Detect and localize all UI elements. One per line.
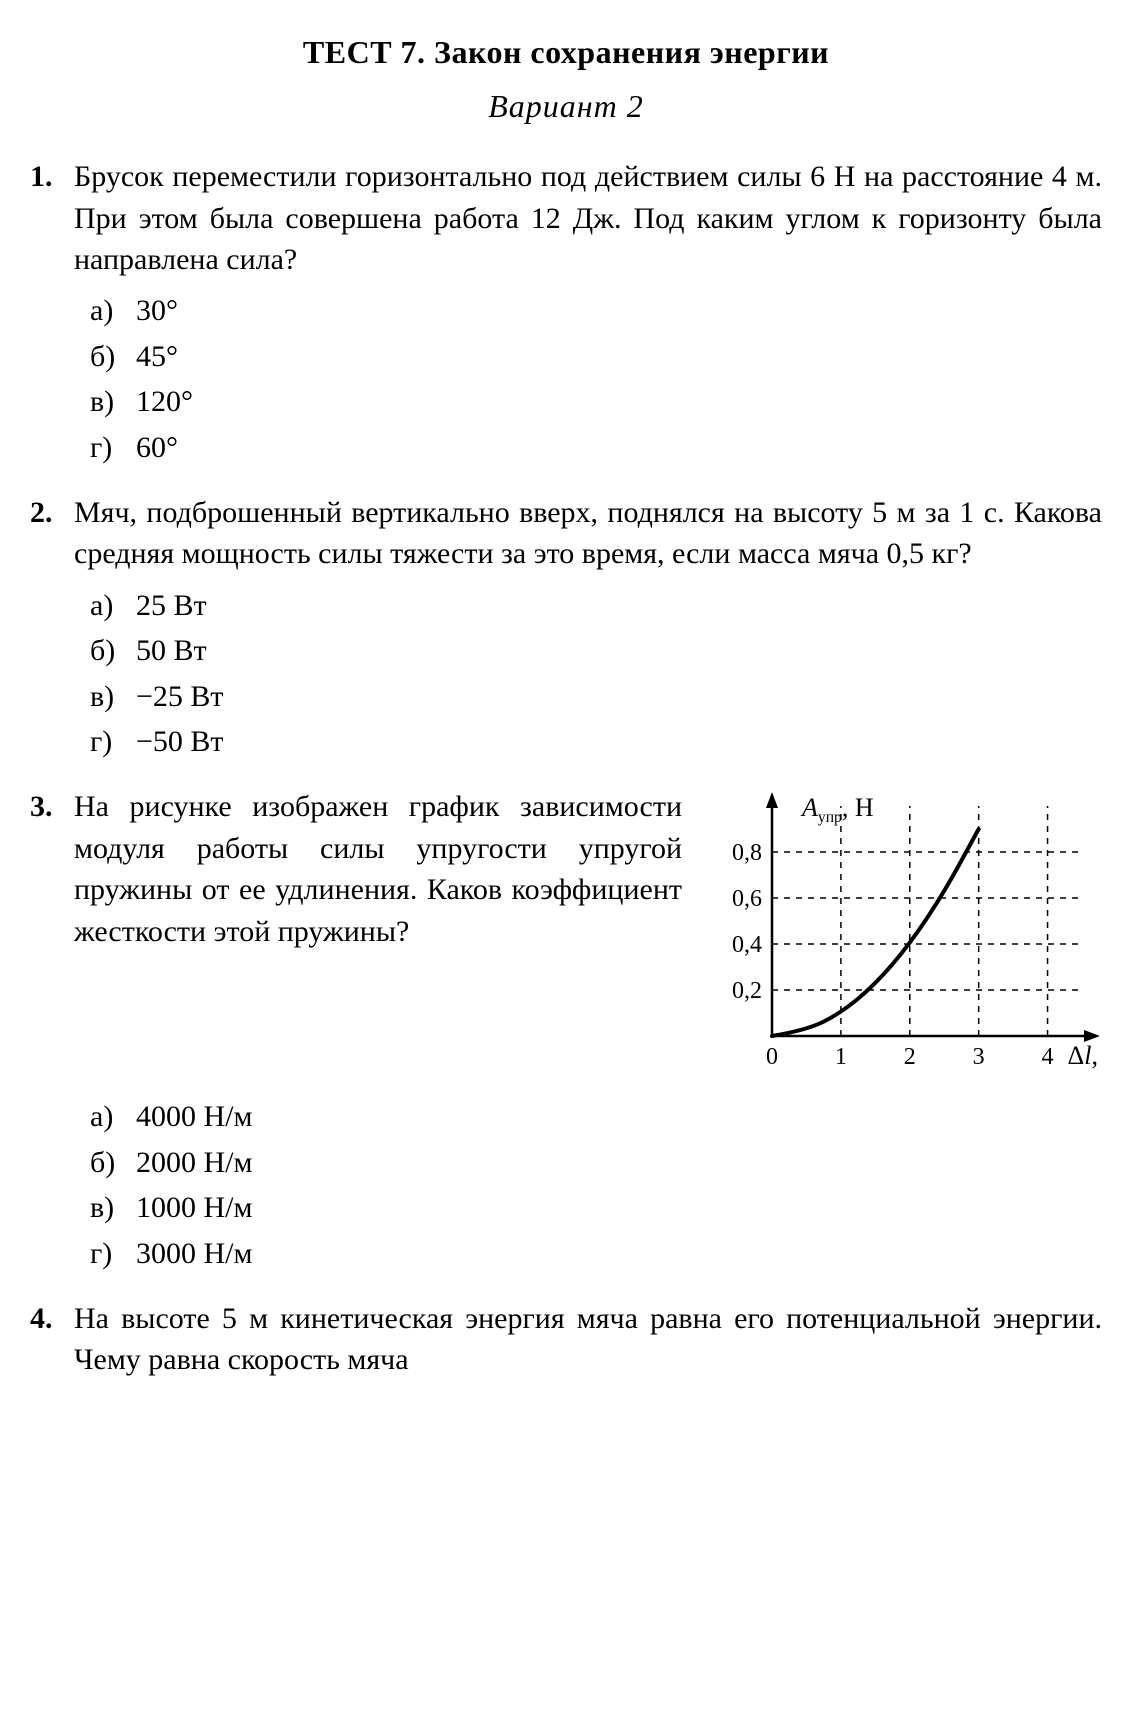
option-a: а) 30° (90, 290, 1102, 331)
page-title: ТЕСТ 7. Закон сохранения энергии (30, 30, 1102, 74)
option-b: б) 45° (90, 336, 1102, 377)
svg-text:0: 0 (766, 1044, 778, 1070)
option-label: б) (90, 336, 136, 377)
option-a: а) 25 Вт (90, 585, 1102, 626)
option-b: б) 2000 Н/м (90, 1142, 1102, 1183)
question-1: 1. Брусок переместили горизонтально под … (30, 156, 1102, 468)
options-list: а) 4000 Н/м б) 2000 Н/м в) 1000 Н/м г) 3… (30, 1096, 1102, 1274)
option-c: в) 1000 Н/м (90, 1187, 1102, 1228)
test-page: ТЕСТ 7. Закон сохранения энергии Вариант… (0, 0, 1142, 1435)
option-value: 3000 Н/м (136, 1233, 1102, 1274)
option-value: 4000 Н/м (136, 1096, 1102, 1137)
question-number: 2. (30, 492, 74, 533)
option-label: в) (90, 381, 136, 422)
option-b: б) 50 Вт (90, 630, 1102, 671)
option-value: 45° (136, 336, 1102, 377)
option-value: 2000 Н/м (136, 1142, 1102, 1183)
option-value: 60° (136, 427, 1102, 468)
option-d: г) −50 Вт (90, 721, 1102, 762)
options-list: а) 30° б) 45° в) 120° г) 60° (30, 290, 1102, 468)
question-4: 4. На высоте 5 м кинетическая энергия мя… (30, 1298, 1102, 1381)
question-number: 1. (30, 156, 74, 197)
svg-text:0,4: 0,4 (732, 932, 762, 958)
option-value: 50 Вт (136, 630, 1102, 671)
option-label: в) (90, 1187, 136, 1228)
svg-text:0,2: 0,2 (732, 978, 762, 1004)
question-text: Мяч, подброшенный вертикально вверх, под… (74, 492, 1102, 575)
option-value: 1000 Н/м (136, 1187, 1102, 1228)
svg-text:0,8: 0,8 (732, 840, 762, 866)
option-label: в) (90, 676, 136, 717)
option-label: г) (90, 427, 136, 468)
option-a: а) 4000 Н/м (90, 1096, 1102, 1137)
question-text: На высоте 5 м кинетическая энергия мяча … (74, 1298, 1102, 1381)
option-label: г) (90, 1233, 136, 1274)
question-number: 3. (30, 786, 74, 827)
option-label: б) (90, 1142, 136, 1183)
option-value: 25 Вт (136, 585, 1102, 626)
svg-text:1: 1 (835, 1044, 847, 1070)
option-label: б) (90, 630, 136, 671)
question-text: Брусок переместили горизонтально под дей… (74, 156, 1102, 280)
option-c: в) −25 Вт (90, 676, 1102, 717)
option-value: 120° (136, 381, 1102, 422)
option-value: −50 Вт (136, 721, 1102, 762)
option-label: г) (90, 721, 136, 762)
svg-text:2: 2 (904, 1044, 916, 1070)
option-label: а) (90, 1096, 136, 1137)
question-text: На рисунке изображен график зависимости … (74, 786, 682, 952)
page-subtitle: Вариант 2 (30, 84, 1102, 128)
svg-text:3: 3 (973, 1044, 985, 1070)
svg-text:Δl, см: Δl, см (1068, 1041, 1102, 1070)
option-d: г) 60° (90, 427, 1102, 468)
svg-text:0,6: 0,6 (732, 886, 762, 912)
option-value: −25 Вт (136, 676, 1102, 717)
chart-container: 012340,20,40,60,8Aупр, НΔl, см (702, 786, 1102, 1086)
option-value: 30° (136, 290, 1102, 331)
svg-text:4: 4 (1042, 1044, 1054, 1070)
option-d: г) 3000 Н/м (90, 1233, 1102, 1274)
question-2: 2. Мяч, подброшенный вертикально вверх, … (30, 492, 1102, 762)
option-label: а) (90, 585, 136, 626)
options-list: а) 25 Вт б) 50 Вт в) −25 Вт г) −50 Вт (30, 585, 1102, 763)
option-label: а) (90, 290, 136, 331)
question-3: 3. На рисунке изображен график зависимос… (30, 786, 1102, 1274)
option-c: в) 120° (90, 381, 1102, 422)
elasticity-chart: 012340,20,40,60,8Aупр, НΔl, см (702, 786, 1102, 1086)
question-number: 4. (30, 1298, 74, 1339)
